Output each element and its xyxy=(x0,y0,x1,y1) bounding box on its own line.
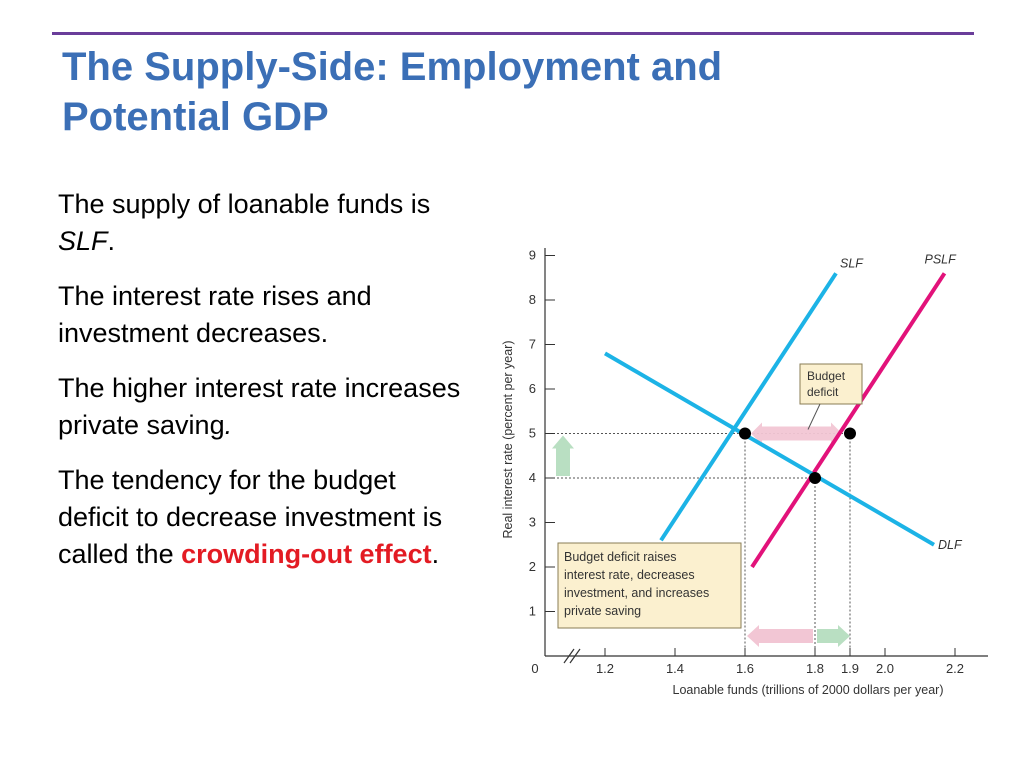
axes: 1 2 3 4 5 6 7 8 9 0 1.2 1.4 1.6 1.8 1.9 2.0 2.2Loanable … xyxy=(501,248,988,697)
slide-title: The Supply-Side: Employment and Potentia… xyxy=(62,42,962,142)
title-line-2: Potential GDP xyxy=(62,95,329,139)
supply-demand-curves: SLF PSLF DLF xyxy=(603,252,963,569)
axis-break-mark xyxy=(569,648,581,664)
x-tick-label: 1.4 xyxy=(666,661,684,676)
paragraph-1-text: The supply of loanable funds is xyxy=(58,189,431,219)
curve-pslf xyxy=(750,272,947,569)
y-tick-label: 1 xyxy=(529,604,536,619)
saving-increase-arrow xyxy=(817,625,850,647)
budget-deficit-label-line: deficit xyxy=(807,385,839,399)
y-tick-label: 4 xyxy=(529,470,536,485)
x-axis-label: Loanable funds (trillions of 2000 dollar… xyxy=(673,683,944,697)
budget-deficit-leader xyxy=(807,403,821,430)
curve-label-slf: SLF xyxy=(840,256,864,270)
curve-label-dlf: DLF xyxy=(938,538,963,552)
curve-dlf xyxy=(603,351,936,547)
budget-deficit-box xyxy=(799,363,863,405)
annotations: Budget deficit Budget deficit raises intere… xyxy=(557,363,863,629)
paragraph-2-text: The interest rate rises and investment d… xyxy=(58,281,372,348)
body-text: The supply of loanable funds is SLF. The… xyxy=(58,186,468,591)
y-tick-label: 3 xyxy=(529,515,536,530)
title-rule xyxy=(52,32,974,35)
paragraph-1-end: . xyxy=(107,226,116,256)
loanable-funds-chart: 1 2 3 4 5 6 7 8 9 0 1.2 1.4 1.6 1.8 1.9 2.0 2.2Loanable … xyxy=(501,248,988,697)
x-tick-label: 1.8 xyxy=(806,661,824,676)
paragraph-4: The tendency for the budget deficit to d… xyxy=(58,462,468,573)
y-tick-label: 2 xyxy=(529,559,536,574)
x-tick-label: 1.9 xyxy=(841,661,859,676)
interest-rise-arrow xyxy=(552,435,574,476)
y-tick-label: 5 xyxy=(529,426,536,441)
equilibrium-point xyxy=(809,472,821,484)
equilibrium-points xyxy=(739,427,856,484)
curve-slf xyxy=(659,272,838,542)
x-origin-label: 0 xyxy=(531,661,538,676)
y-axis-label: Real interest rate (percent per year) xyxy=(501,340,515,538)
explanation-line: Budget deficit raises xyxy=(564,550,677,564)
investment-decrease-arrow xyxy=(747,625,813,647)
explanation-line: private saving xyxy=(564,604,641,618)
equilibrium-point xyxy=(844,427,856,440)
axis-break-mark xyxy=(563,648,575,664)
x-tick-label: 2.2 xyxy=(946,661,964,676)
paragraph-3-italic: . xyxy=(224,410,233,440)
budget-deficit-label-line: Budget xyxy=(807,369,846,383)
paragraph-4-text: The tendency for the budget deficit to d… xyxy=(58,465,443,569)
explanation-line: investment, and increases xyxy=(564,586,709,600)
shift-arrows xyxy=(552,422,850,647)
x-tick-label: 1.2 xyxy=(596,661,614,676)
paragraph-1: The supply of loanable funds is SLF. xyxy=(58,186,468,260)
explanation-box xyxy=(557,542,742,629)
y-tick-label: 9 xyxy=(529,248,536,263)
x-tick-label: 2.0 xyxy=(876,661,894,676)
budget-deficit-arrow xyxy=(751,422,842,445)
title-line-1: The Supply-Side: Employment and xyxy=(62,45,723,89)
explanation-line: interest rate, decreases xyxy=(564,568,695,582)
y-tick-label: 8 xyxy=(529,292,536,307)
crowding-out-highlight: crowding-out effect xyxy=(181,539,432,569)
equilibrium-point xyxy=(739,427,751,440)
paragraph-2: The interest rate rises and investment d… xyxy=(58,278,468,352)
paragraph-4-end: . xyxy=(431,539,440,569)
paragraph-3: The higher interest rate increases priva… xyxy=(58,370,468,444)
paragraph-3-text: The higher interest rate increases priva… xyxy=(58,373,461,440)
x-tick-label: 1.6 xyxy=(736,661,754,676)
guide-lines xyxy=(545,433,851,656)
paragraph-1-italic: SLF xyxy=(58,226,108,256)
y-tick-label: 7 xyxy=(529,337,536,352)
curve-label-pslf: PSLF xyxy=(925,252,958,266)
y-tick-label: 6 xyxy=(529,381,536,396)
